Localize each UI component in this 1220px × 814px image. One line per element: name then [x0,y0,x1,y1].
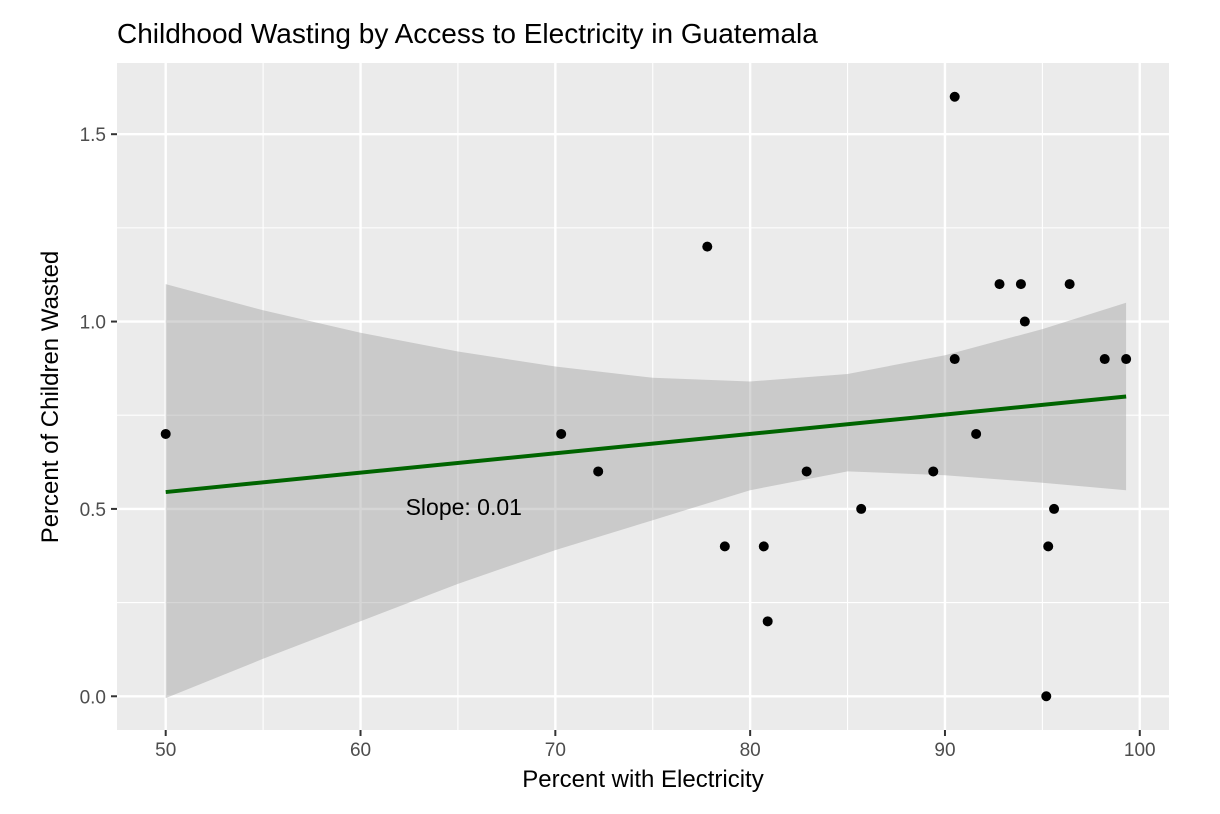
grid-minor [117,63,1169,730]
data-point [801,466,812,477]
data-point [1064,279,1075,290]
y-tick-label: 1.5 [80,125,106,146]
x-axis-ticks: 50 60 70 80 90 100 [155,730,1156,761]
y-axis-ticks: 0.0 0.5 1.0 1.5 [80,125,117,708]
data-point [1019,316,1030,327]
data-point [1043,541,1054,552]
data-point [856,503,867,514]
x-tick-label: 100 [1124,740,1156,761]
data-point [1015,279,1026,290]
data-point [928,466,939,477]
slope-annotation: Slope: 0.01 [406,494,522,520]
data-point [762,616,773,627]
data-point [719,541,730,552]
regression-line [165,394,1127,495]
data-point [556,428,567,439]
x-tick-label: 80 [740,740,761,761]
y-tick-label: 0.5 [80,500,106,521]
x-tick-label: 60 [350,740,371,761]
confidence-band [165,284,1127,699]
x-tick-label: 50 [155,740,176,761]
data-point [702,241,713,252]
data-point [949,354,960,365]
data-point [593,466,604,477]
grid-major [117,63,1169,730]
x-tick-label: 90 [934,740,955,761]
data-point [1099,354,1110,365]
data-point [994,279,1005,290]
data-point [1041,691,1052,702]
data-point [971,428,982,439]
y-tick-label: 1.0 [80,313,106,334]
chart-title: Childhood Wasting by Access to Electrici… [117,18,818,49]
plot-panel [117,63,1169,730]
x-tick-label: 70 [545,740,566,761]
y-tick-label: 0.0 [80,687,106,708]
data-point [1121,354,1132,365]
data-point [758,541,769,552]
data-points [160,91,1132,702]
data-point [160,428,171,439]
data-point [949,91,960,102]
data-point [1049,503,1060,514]
y-axis-title: Percent of Children Wasted [37,251,64,544]
x-axis-title: Percent with Electricity [522,766,763,793]
